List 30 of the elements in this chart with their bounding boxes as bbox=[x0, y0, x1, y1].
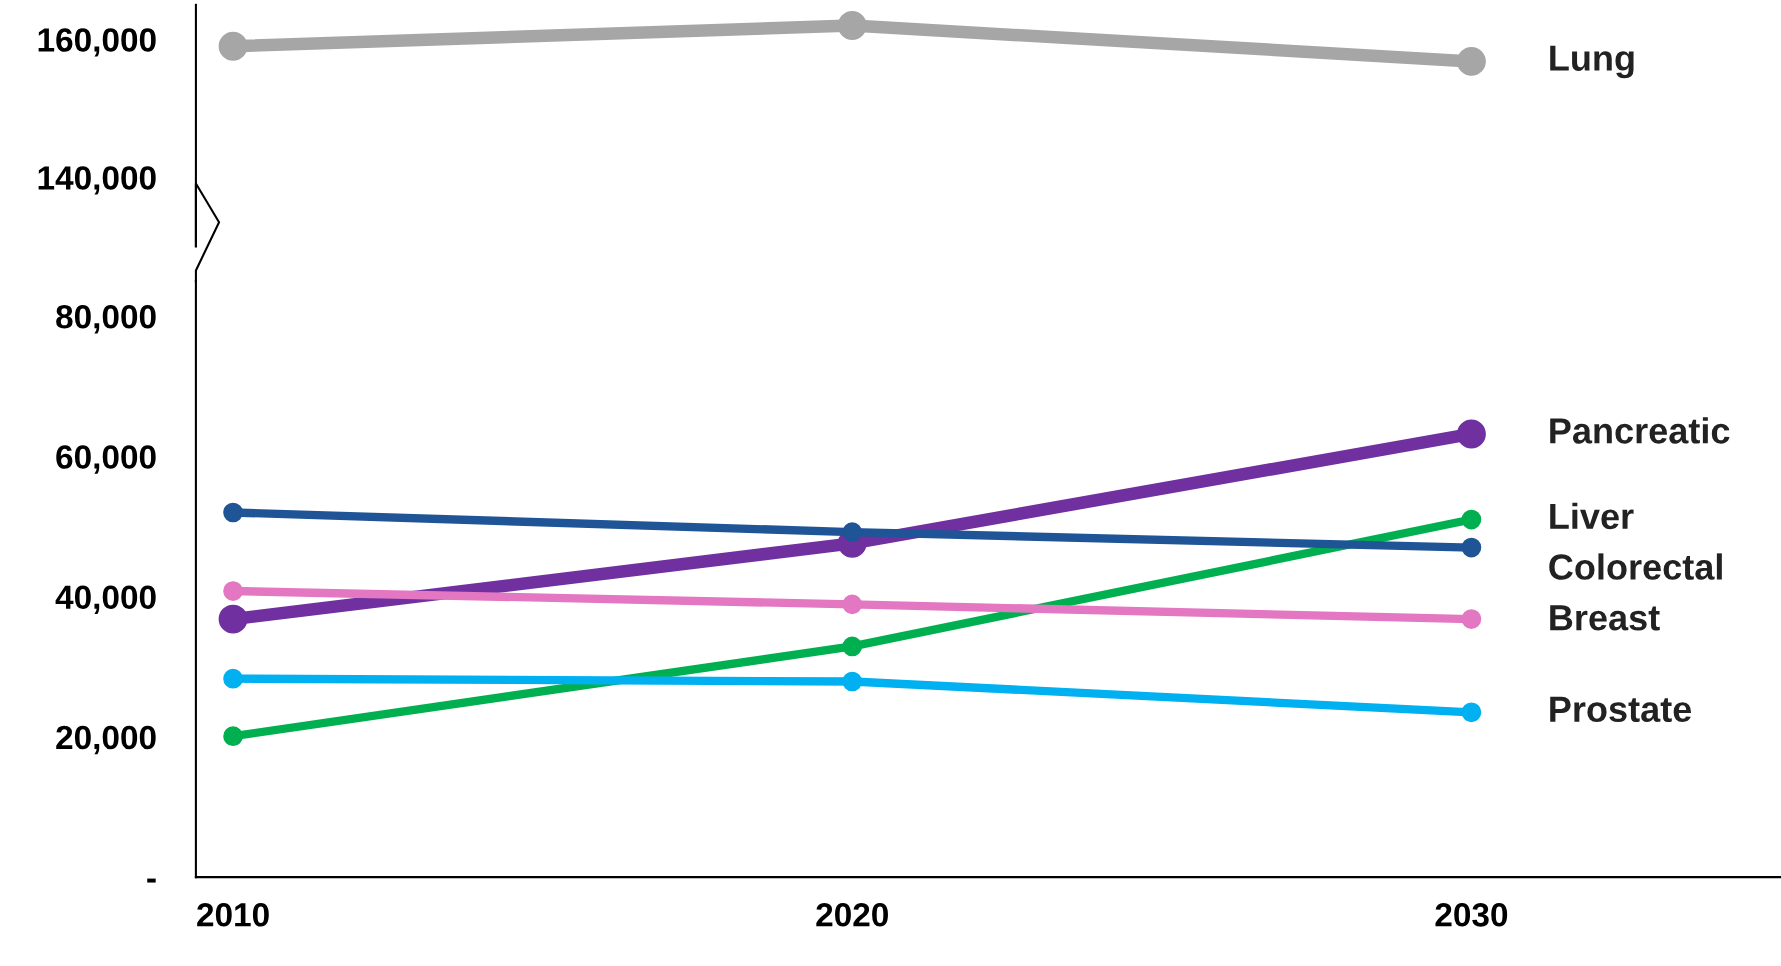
point bbox=[1461, 509, 1482, 530]
point bbox=[1461, 537, 1482, 558]
y-tick-label: 20,000 bbox=[56, 725, 156, 755]
point bbox=[218, 604, 248, 634]
y-tick-label: - bbox=[147, 878, 156, 883]
point bbox=[842, 594, 863, 615]
point bbox=[1461, 702, 1482, 723]
series-label: Colorectal bbox=[1549, 553, 1722, 580]
point bbox=[842, 522, 863, 542]
point bbox=[223, 726, 243, 747]
x-tick-label: 2010 bbox=[197, 903, 269, 927]
x-tick-label: 2030 bbox=[1435, 903, 1508, 927]
y-tick-label: 160,000 bbox=[38, 28, 156, 57]
series-label: Lung bbox=[1550, 45, 1634, 79]
y-tick-label: 140,000 bbox=[38, 166, 156, 195]
point bbox=[223, 581, 243, 601]
series-label: Prostate bbox=[1550, 696, 1692, 723]
y-tick-label: 40,000 bbox=[55, 585, 156, 614]
point bbox=[223, 668, 243, 689]
point bbox=[842, 671, 863, 692]
point bbox=[842, 636, 863, 657]
y-tick-label: 60,000 bbox=[56, 445, 156, 474]
series-label: Liver bbox=[1550, 502, 1634, 530]
point bbox=[1461, 609, 1482, 629]
point bbox=[1456, 419, 1486, 449]
series-label: Pancreatic bbox=[1550, 417, 1730, 444]
y-tick-label: 80,000 bbox=[56, 304, 156, 334]
series-label: Breast bbox=[1550, 605, 1660, 631]
x-tick-label: 2020 bbox=[816, 903, 888, 927]
point bbox=[223, 502, 243, 523]
